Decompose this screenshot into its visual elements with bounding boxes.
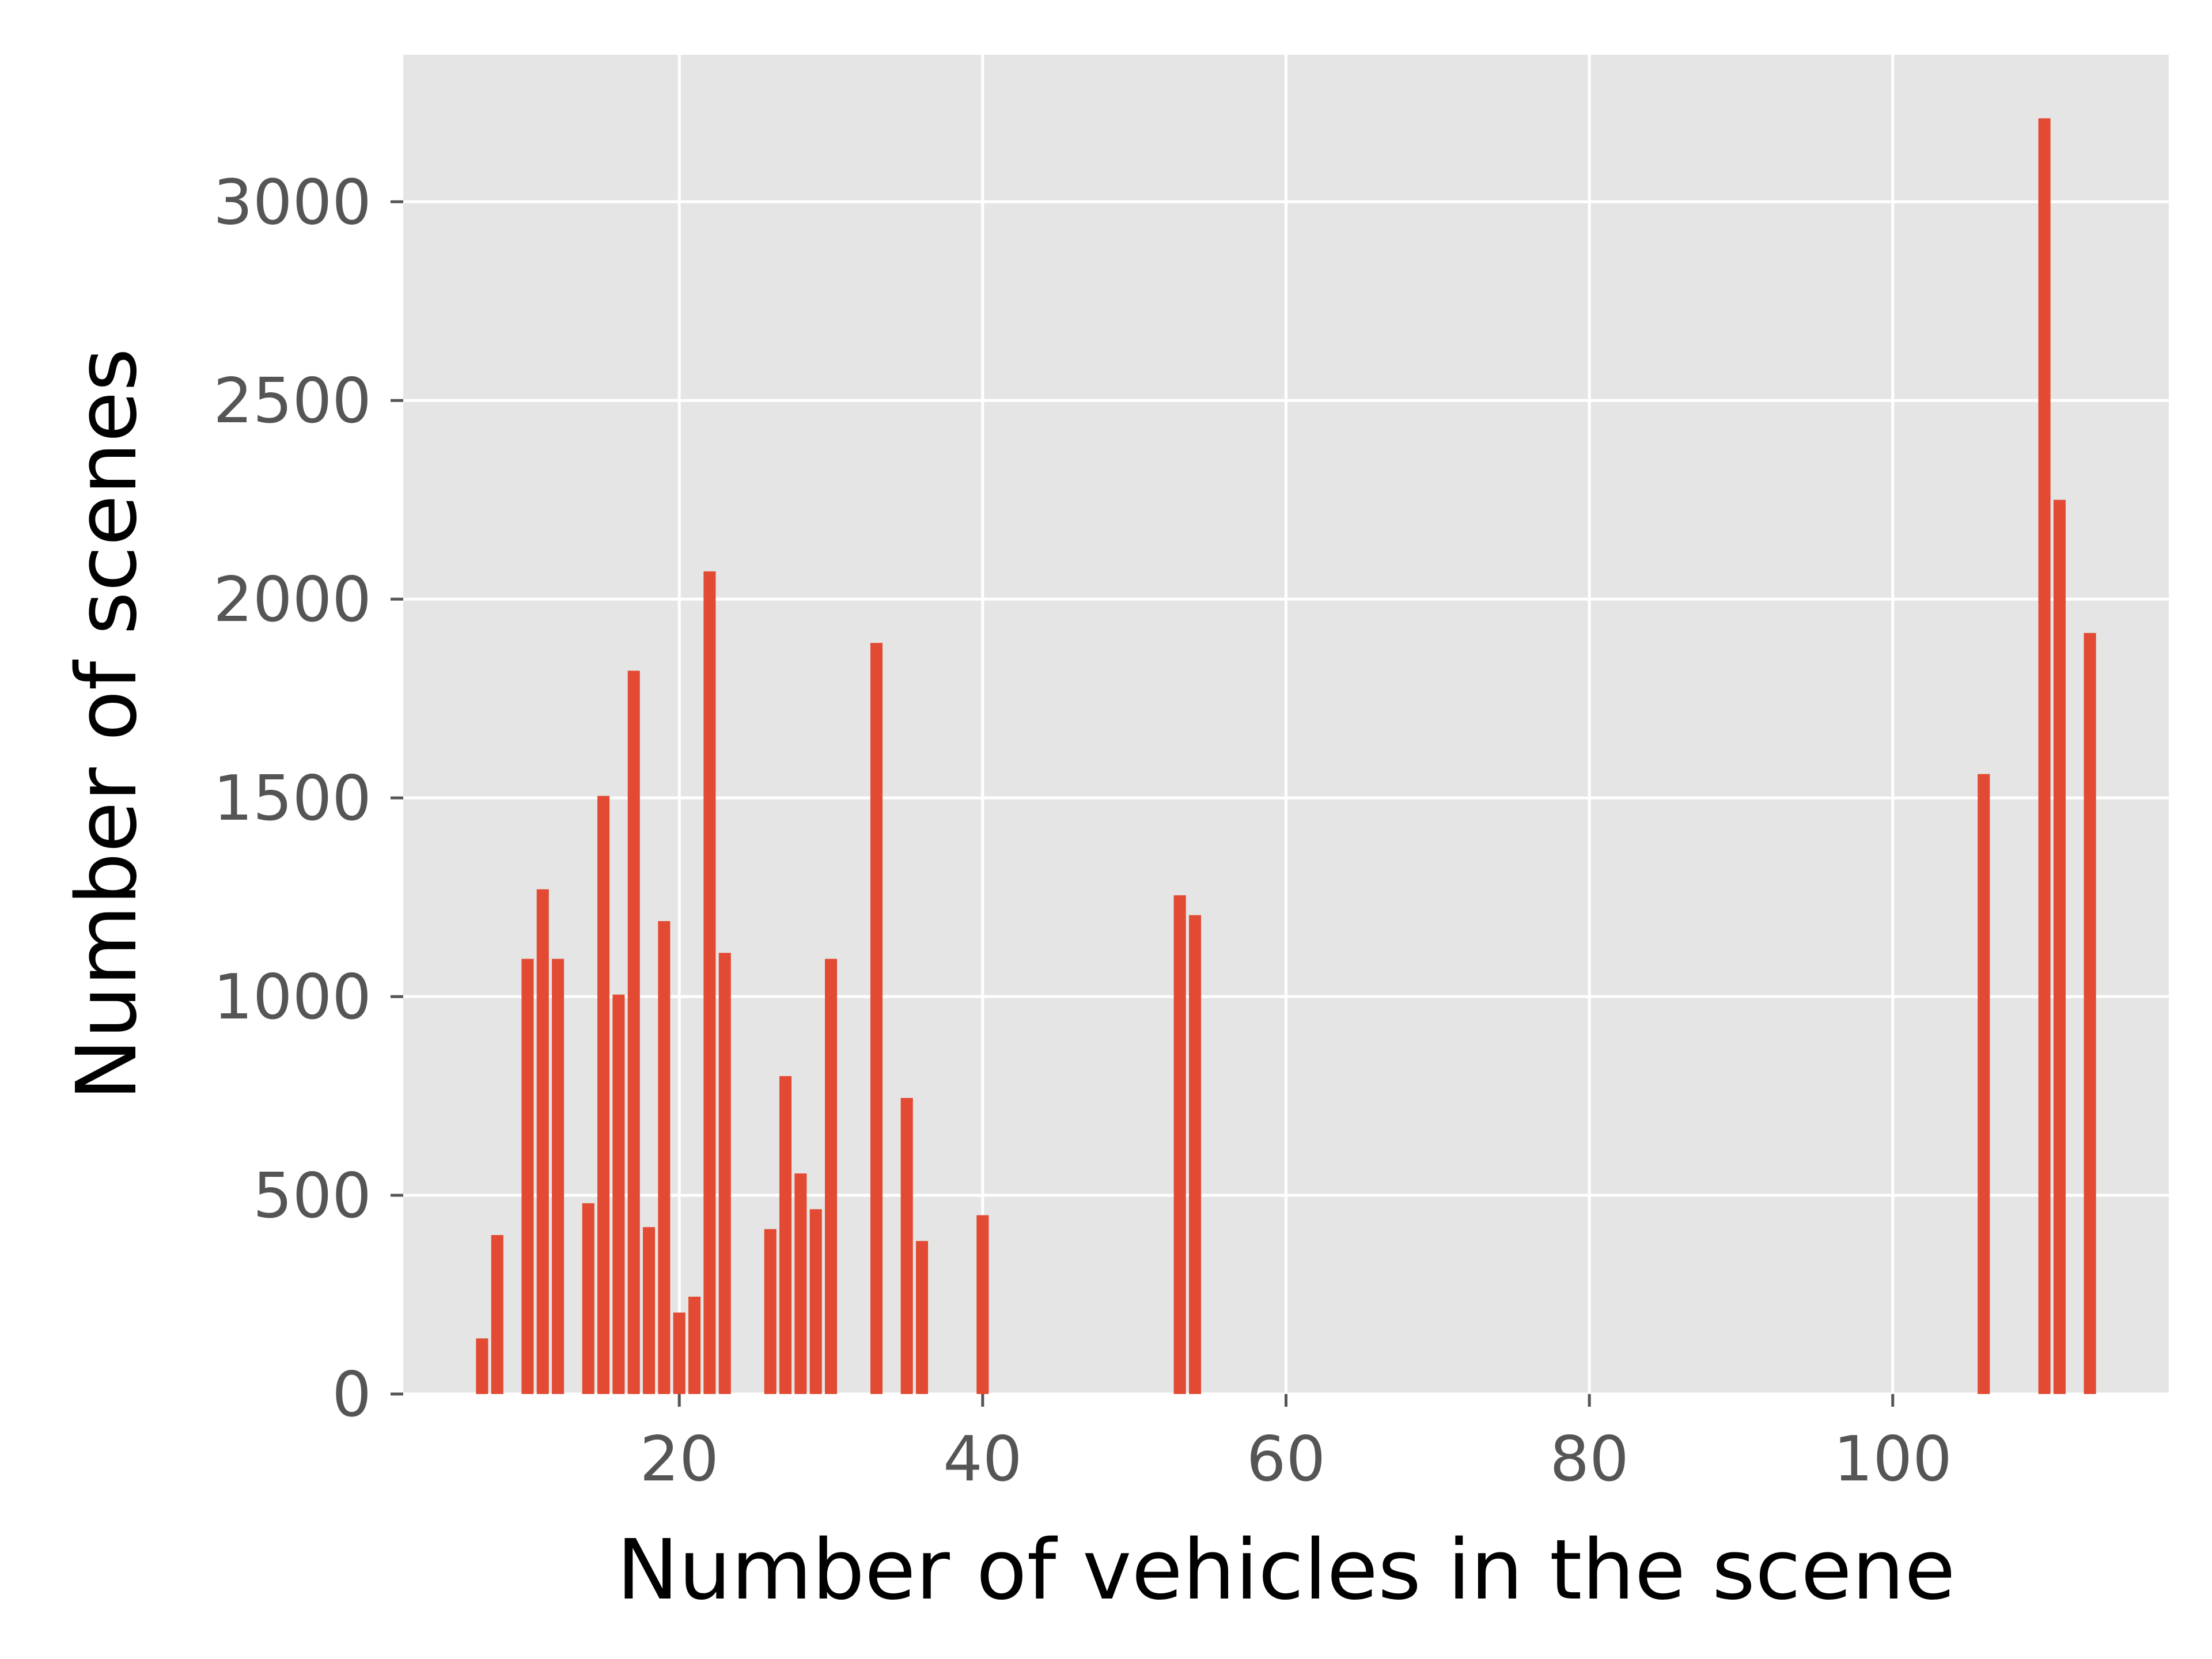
- grid-lines: [403, 55, 2169, 1396]
- bar-21: [688, 1296, 701, 1394]
- bar-36: [916, 1241, 929, 1394]
- x-axis-label: Number of vehicles in the scene: [616, 1521, 1955, 1618]
- bar-111: [2053, 499, 2066, 1394]
- bar-106: [1978, 774, 1990, 1394]
- y-axis-label: Number of scenes: [58, 348, 155, 1100]
- bar-15: [597, 796, 610, 1394]
- y-tick-labels: 0 500 1000 1500 2000 2500 3000: [213, 166, 372, 1431]
- x-tick-label: 60: [1247, 1423, 1325, 1495]
- x-tick-label: 80: [1550, 1423, 1628, 1495]
- bar-27: [779, 1076, 792, 1394]
- y-tick-label: 2000: [213, 564, 372, 636]
- bar-53: [1173, 895, 1186, 1394]
- bar-35: [900, 1098, 913, 1394]
- y-tick-label: 500: [253, 1160, 372, 1232]
- bar-23: [718, 953, 731, 1394]
- bar-22: [703, 571, 716, 1394]
- y-tick-label: 1000: [213, 961, 372, 1033]
- tick-marks: [391, 200, 1895, 1407]
- bar-54: [1188, 915, 1202, 1394]
- bar-29: [809, 1209, 822, 1394]
- bar-12: [552, 959, 565, 1394]
- y-tick-label: 0: [332, 1359, 372, 1431]
- bar-14: [582, 1203, 594, 1394]
- bars: [476, 118, 2096, 1395]
- x-tick-label: 100: [1834, 1423, 1952, 1495]
- x-tick-label: 20: [640, 1423, 719, 1495]
- y-tick-label: 1500: [213, 763, 372, 835]
- bar-17: [627, 671, 640, 1394]
- bar-110: [2038, 118, 2051, 1395]
- bar-113: [2084, 632, 2096, 1394]
- bar-11: [536, 889, 549, 1394]
- bar-40: [976, 1215, 989, 1394]
- bar-33: [870, 643, 883, 1394]
- bar-30: [825, 959, 838, 1394]
- x-tick-label: 40: [943, 1423, 1022, 1495]
- bar-10: [521, 959, 534, 1394]
- bar-26: [764, 1229, 777, 1394]
- bar-28: [794, 1173, 807, 1394]
- bar-8: [491, 1235, 503, 1394]
- bar-7: [476, 1338, 488, 1394]
- bar-19: [658, 921, 671, 1394]
- y-tick-label: 2500: [213, 365, 372, 437]
- x-tick-labels: 20 40 60 80 100: [640, 1423, 1952, 1495]
- bar-16: [612, 994, 625, 1394]
- y-tick-label: 3000: [213, 166, 372, 238]
- bar-18: [643, 1227, 656, 1394]
- bar-20: [673, 1312, 685, 1394]
